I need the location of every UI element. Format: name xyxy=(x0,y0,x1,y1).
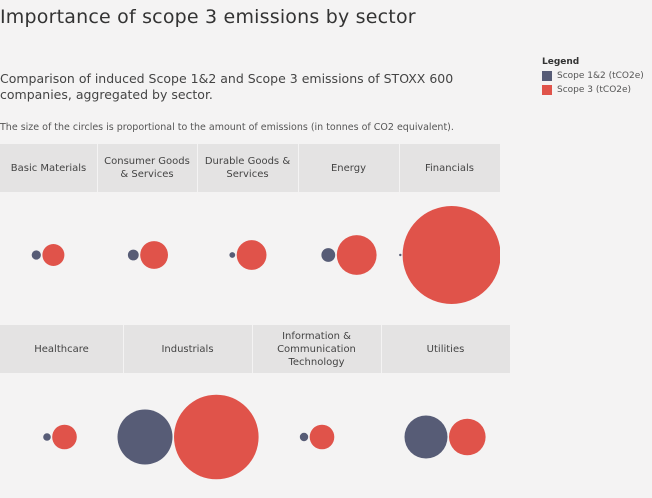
bubble-scope12-information-communication-technology[interactable] xyxy=(299,432,309,442)
legend-title: Legend xyxy=(542,57,580,67)
chart-subtitle: Comparison of induced Scope 1&2 and Scop… xyxy=(0,71,454,102)
legend-label-scope12: Scope 1&2 (tCO2e) xyxy=(557,71,644,81)
header-band-row1 xyxy=(0,144,500,192)
chart-title: Importance of scope 3 emissions by secto… xyxy=(0,6,416,28)
legend-swatch-scope12 xyxy=(542,71,552,81)
sector-header-basic-materials: Basic Materials xyxy=(10,162,87,174)
sector-header-consumer-goods: Consumer Goods & Services xyxy=(104,156,190,180)
bubble-scope3-energy[interactable] xyxy=(336,235,377,275)
sector-header-ict: Information & Communication Technology xyxy=(277,330,356,368)
sector-header-durable-goods: Durable Goods & Services xyxy=(204,156,291,180)
legend-item-scope3[interactable]: Scope 3 (tCO2e) xyxy=(542,83,644,97)
bubble-scope3-healthcare[interactable] xyxy=(52,424,77,450)
bubble-scope12-healthcare[interactable] xyxy=(43,433,51,441)
bubble-scope3-basic-materials[interactable] xyxy=(42,244,65,266)
bubble-scope12-utilities[interactable] xyxy=(404,415,448,459)
header-band-row2 xyxy=(0,325,510,373)
bubble-scope12-basic-materials[interactable] xyxy=(31,250,41,260)
bubble-scope12-financials[interactable] xyxy=(399,253,402,257)
legend: Legend Scope 1&2 (tCO2e) Scope 3 (tCO2e) xyxy=(542,57,644,97)
bubble-scope3-information-communication-technology[interactable] xyxy=(309,424,335,450)
bubble-scope3-financials[interactable] xyxy=(402,206,501,304)
legend-item-scope12[interactable]: Scope 1&2 (tCO2e) xyxy=(542,69,644,83)
bubble-scope12-industrials[interactable] xyxy=(117,409,173,465)
bubble-scope12-energy[interactable] xyxy=(321,248,336,262)
legend-label-scope3: Scope 3 (tCO2e) xyxy=(557,85,632,95)
sector-header-healthcare: Healthcare xyxy=(34,343,89,355)
bubble-scope3-utilities[interactable] xyxy=(449,418,486,456)
bubble-scope12-durable-goods-services[interactable] xyxy=(229,252,236,258)
bubble-scope3-industrials[interactable] xyxy=(174,394,259,480)
sector-header-utilities: Utilities xyxy=(426,343,465,355)
bubble-scope12-consumer-goods-services[interactable] xyxy=(127,249,139,261)
sector-header-industrials: Industrials xyxy=(161,343,214,355)
sector-header-energy: Energy xyxy=(330,162,366,174)
bubble-scope3-consumer-goods-services[interactable] xyxy=(140,241,169,269)
bubble-scope3-durable-goods-services[interactable] xyxy=(236,240,267,270)
legend-swatch-scope3 xyxy=(542,85,552,95)
size-note: The size of the circles is proportional … xyxy=(0,122,454,133)
sector-header-financials: Financials xyxy=(425,162,474,174)
